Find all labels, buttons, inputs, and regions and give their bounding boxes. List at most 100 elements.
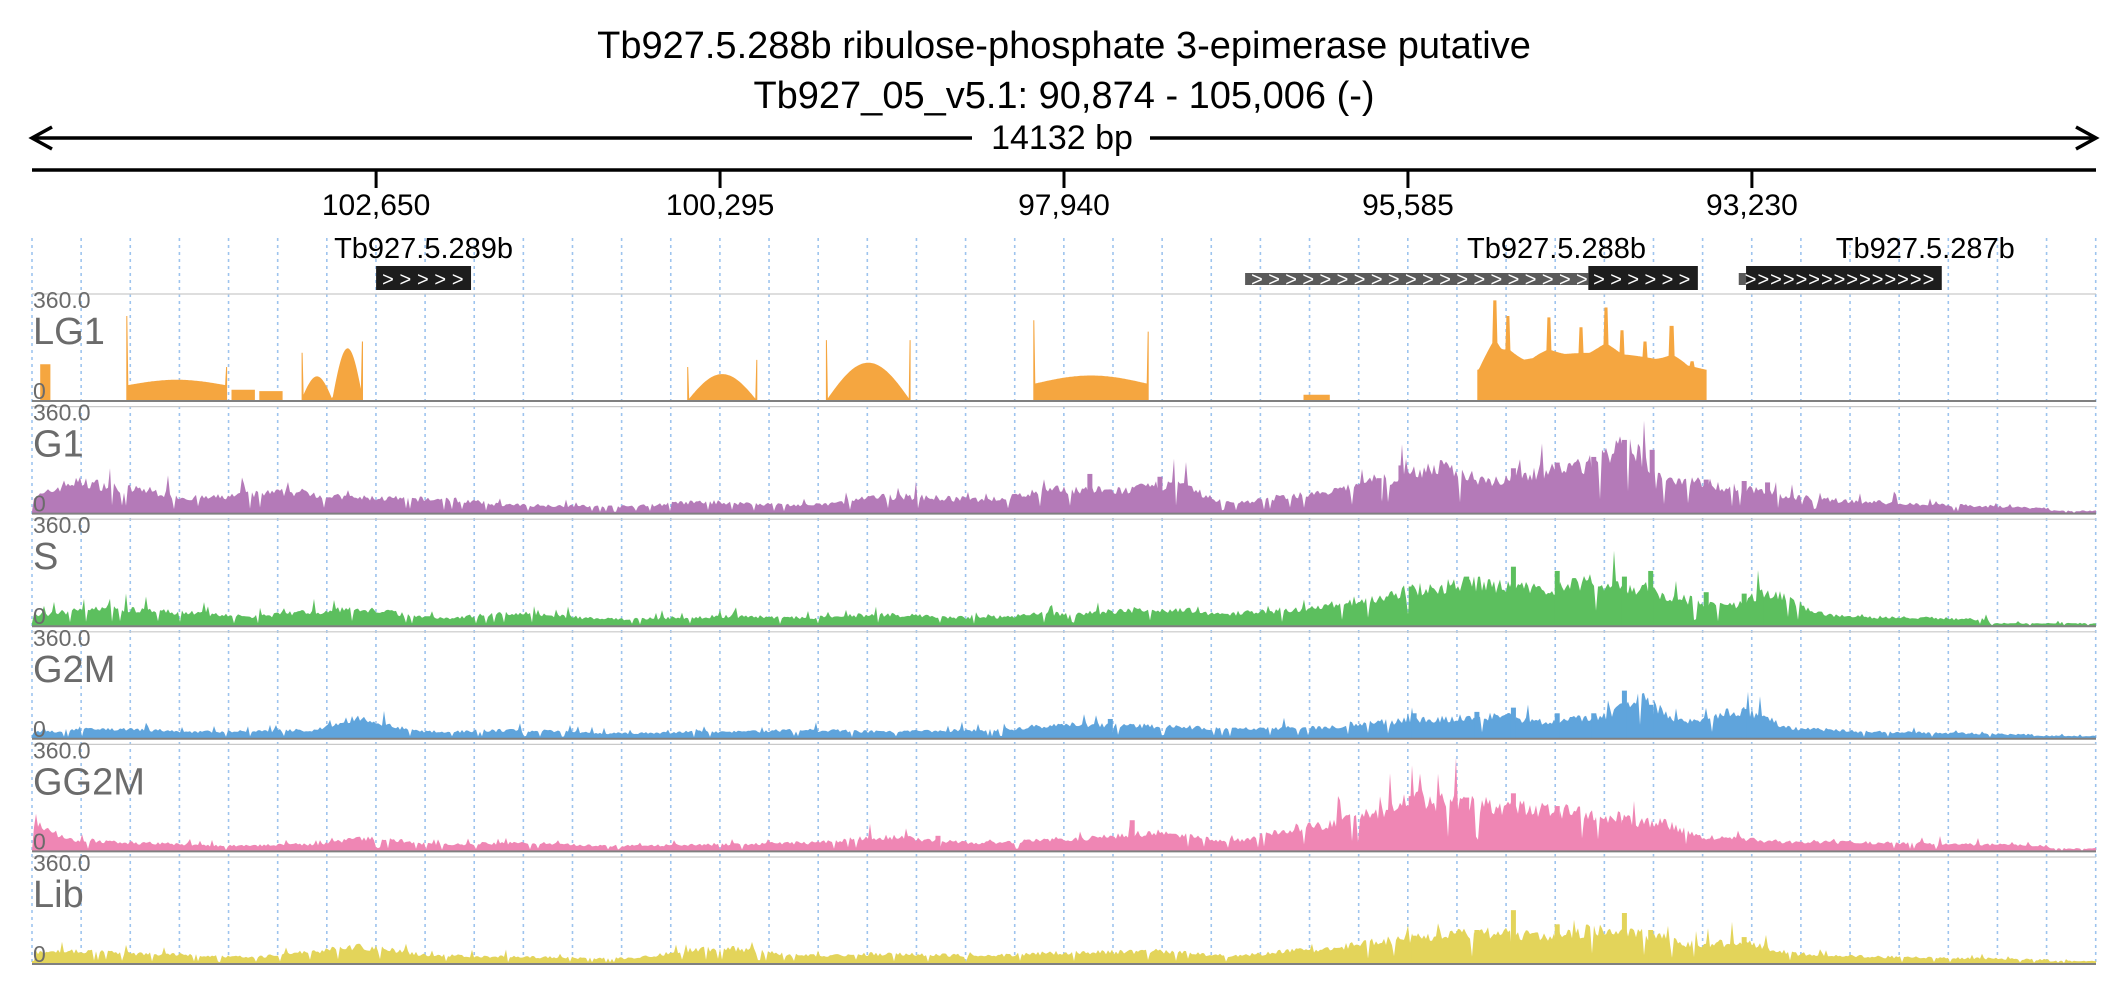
coverage-area xyxy=(825,340,911,401)
gene-utr-bar xyxy=(1738,273,1747,285)
coverage-area xyxy=(301,341,363,401)
track-name: LG1 xyxy=(33,311,105,353)
track-name: G2M xyxy=(33,649,115,691)
coverage-tracks: 360.0LG10360.0G10360.0S0360.0G2M0360.0GG… xyxy=(32,287,2096,967)
gene-cds-bar xyxy=(1588,266,1698,290)
coverage-spike xyxy=(1765,482,1771,514)
gene-strand-arrows: >>>>>>>>>>>>>>> xyxy=(1745,269,1936,291)
coverage-spike xyxy=(1648,570,1654,627)
track-name: G1 xyxy=(33,424,84,466)
coverage-spike xyxy=(1157,476,1163,514)
coverage-spike xyxy=(1411,935,1417,964)
coverage-area xyxy=(687,359,758,401)
track-ymin-label: 0 xyxy=(33,491,46,517)
coverage-spike xyxy=(1107,718,1113,739)
coverage-spike xyxy=(1087,473,1093,514)
coverage-spike xyxy=(935,835,941,852)
coverage-spike xyxy=(1763,597,1769,627)
x-tick-label: 93,230 xyxy=(1706,189,1798,222)
gene-utr-bar xyxy=(1245,273,1589,285)
track-name: S xyxy=(33,536,58,578)
coverage-spike xyxy=(1474,930,1480,964)
coverage-track-s: 360.0S 0 xyxy=(32,512,2096,629)
track-name: Lib xyxy=(33,874,84,916)
coverage-spike xyxy=(1554,462,1560,514)
coverage-area xyxy=(1033,320,1149,401)
coverage-spike xyxy=(1554,924,1560,964)
track-ymax-label: 360.0 xyxy=(33,625,91,651)
grid-lines xyxy=(31,238,2097,963)
gene-cds-bar xyxy=(376,266,472,290)
coverage-area xyxy=(32,550,2096,627)
coverage-spike xyxy=(1591,820,1597,852)
coverage-area xyxy=(32,757,2096,852)
gene-label: Tb927.5.287b xyxy=(1836,233,2015,265)
track-ymin-label: 0 xyxy=(33,378,46,404)
track-ymax-label: 360.0 xyxy=(33,287,91,313)
coverage-spike xyxy=(1554,713,1560,739)
coverage-spike xyxy=(1408,796,1414,852)
coverage-spike xyxy=(1510,707,1516,739)
coverage-spike xyxy=(1648,704,1654,739)
x-tick-label: 95,585 xyxy=(1362,189,1454,222)
coverage-spike xyxy=(1474,711,1480,739)
coverage-area xyxy=(40,364,51,401)
coverage-spike xyxy=(1554,806,1560,852)
track-ymin-label: 0 xyxy=(33,603,46,629)
chart-title: Tb927.5.288b ribulose-phosphate 3-epimer… xyxy=(597,25,1531,67)
track-ymax-label: 360.0 xyxy=(33,512,91,538)
track-ymin-label: 0 xyxy=(33,716,46,742)
coverage-spike xyxy=(1703,592,1709,627)
coverage-spike xyxy=(1129,820,1135,852)
span-arrow-right-head xyxy=(2075,125,2100,151)
coverage-area xyxy=(126,316,228,401)
track-ymin-label: 0 xyxy=(33,828,46,854)
coverage-area xyxy=(259,391,283,401)
coverage-spike xyxy=(1649,449,1655,514)
coverage-area xyxy=(32,420,2096,514)
coverage-spike xyxy=(1741,481,1747,514)
coverage-spike xyxy=(1554,570,1560,627)
coverage-spike xyxy=(1741,593,1747,627)
coverage-spike xyxy=(1376,478,1382,514)
coverage-area xyxy=(231,389,255,401)
gene-label: Tb927.5.289b xyxy=(334,233,513,265)
coverage-spike xyxy=(1510,468,1516,514)
coverage-spike xyxy=(1703,479,1709,514)
gene-label: Tb927.5.288b xyxy=(1467,233,1646,265)
coverage-spike xyxy=(1408,586,1414,627)
gene-cds-bar xyxy=(1746,266,1942,290)
track-ymax-label: 360.0 xyxy=(33,850,91,876)
coverage-spike xyxy=(1510,910,1516,964)
coordinate-axis-ticks: 102,650 100,295 97,940 95,585 93,230 xyxy=(322,170,1798,222)
gene-track: Tb927.5.289b >>>>> Tb927.5.288b >>>>>>>>>>>… xyxy=(334,233,2015,291)
coverage-spike xyxy=(1741,709,1747,739)
track-name: GG2M xyxy=(33,761,145,803)
span-arrow-left-head xyxy=(28,125,53,151)
coverage-area xyxy=(1303,394,1330,401)
x-tick-label: 97,940 xyxy=(1018,189,1110,222)
coverage-spike xyxy=(1741,937,1747,964)
track-ymax-label: 360.0 xyxy=(33,400,91,426)
coverage-spike xyxy=(1621,820,1627,852)
x-tick-label: 102,650 xyxy=(322,189,430,222)
coverage-track-g1: 360.0G1 0 xyxy=(32,400,2096,517)
coverage-spike xyxy=(1398,465,1404,514)
coverage-spike xyxy=(1621,439,1627,514)
track-ymax-label: 360.0 xyxy=(33,737,91,763)
coverage-spike xyxy=(1411,713,1417,739)
gene-strand-arrows: >>>>> xyxy=(382,269,465,291)
coverage-spike xyxy=(1464,797,1470,852)
span-label: 14132 bp xyxy=(991,119,1133,157)
coverage-spike xyxy=(1621,690,1627,739)
coverage-spike xyxy=(1510,566,1516,627)
coverage-spike xyxy=(1464,576,1470,627)
span-ruler: 14132 bp xyxy=(28,119,2100,157)
coverage-spike xyxy=(1621,913,1627,964)
x-tick-label: 100,295 xyxy=(666,189,774,222)
